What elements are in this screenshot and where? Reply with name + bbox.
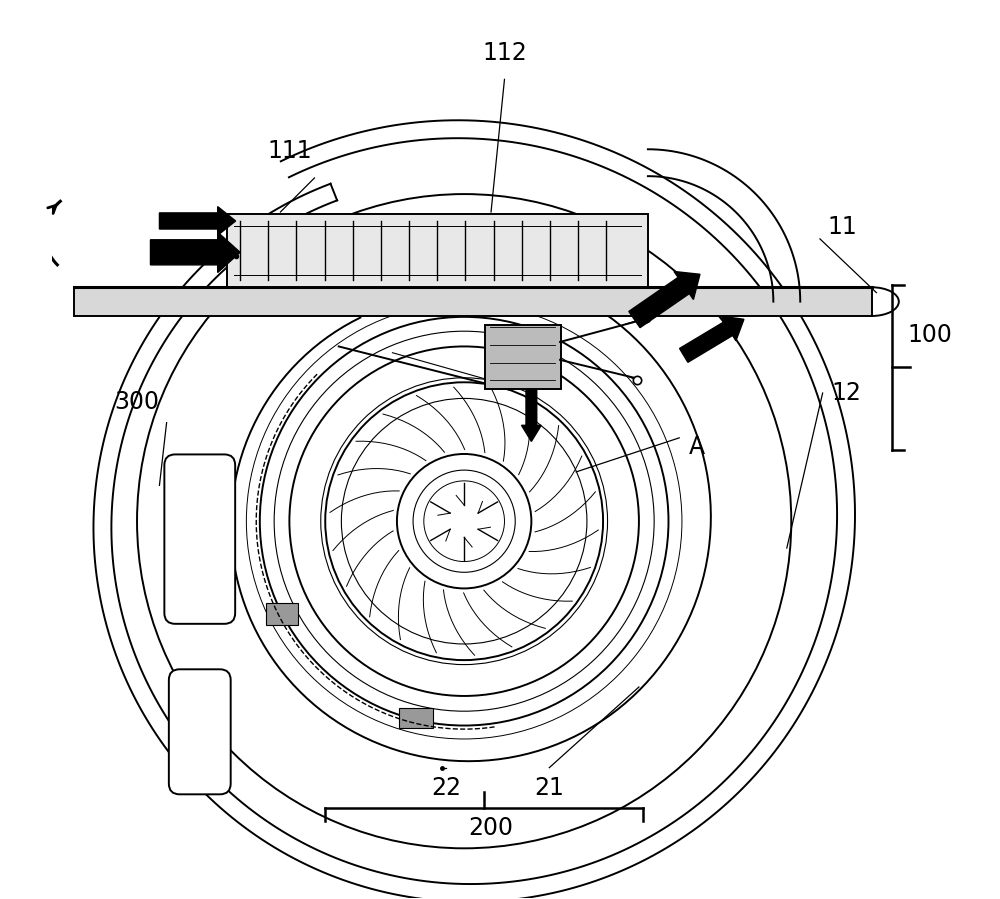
FancyArrow shape	[150, 232, 240, 272]
Text: 200: 200	[469, 816, 514, 840]
Bar	[399, 708, 433, 728]
FancyArrow shape	[522, 389, 541, 441]
Bar	[74, 288, 872, 316]
FancyArrow shape	[629, 271, 700, 327]
Text: 100: 100	[908, 323, 953, 347]
FancyBboxPatch shape	[164, 454, 235, 624]
Text: 21: 21	[534, 776, 564, 799]
Text: 112: 112	[482, 40, 527, 65]
FancyArrow shape	[159, 207, 236, 236]
Text: A: A	[689, 435, 705, 459]
Bar	[266, 603, 298, 625]
Text: 300: 300	[115, 390, 160, 414]
Text: 111: 111	[267, 139, 312, 164]
FancyBboxPatch shape	[169, 669, 231, 795]
Text: 12: 12	[832, 381, 861, 405]
Text: 22: 22	[431, 776, 461, 799]
FancyArrow shape	[680, 316, 744, 362]
Text: 11: 11	[827, 216, 857, 239]
Bar	[485, 325, 561, 389]
Bar	[227, 214, 648, 288]
